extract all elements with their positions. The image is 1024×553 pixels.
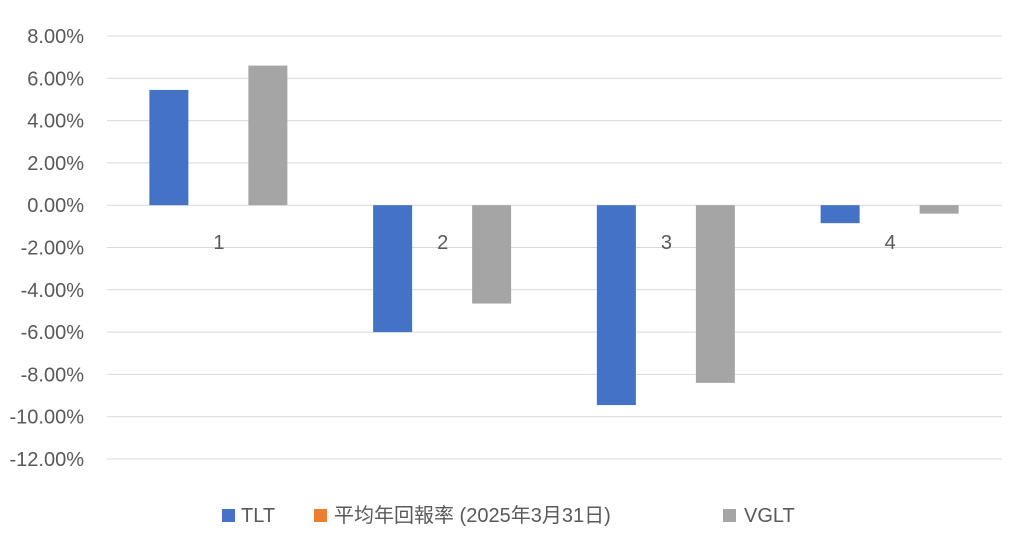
bar[interactable] (472, 205, 512, 304)
category-labels: 1 2 3 4 (213, 232, 895, 254)
bar[interactable] (695, 205, 735, 383)
y-axis-tick-labels: 8.00% 6.00% 4.00% 2.00% 0.00% -2.00% -4.00% -6.… (10, 26, 85, 471)
legend-swatch (314, 509, 327, 522)
y-tick-label: 2.00% (27, 153, 84, 175)
category-label: 4 (885, 232, 896, 254)
legend-label: 平均年回報率 (2025年3月31日) (334, 504, 611, 527)
y-tick-label: -4.00% (21, 280, 85, 302)
bar[interactable] (596, 205, 636, 406)
y-tick-label: -12.00% (10, 449, 85, 471)
legend[interactable]: TLT 平均年回報率 (2025年3月31日) VGLT (222, 504, 795, 527)
category-label: 2 (437, 232, 448, 254)
category-label: 1 (213, 232, 224, 254)
y-tick-label: -8.00% (21, 364, 85, 386)
legend-label: TLT (241, 505, 275, 527)
y-tick-label: -2.00% (21, 238, 85, 260)
bar[interactable] (820, 205, 860, 224)
legend-swatch (723, 509, 736, 522)
gridlines (107, 35, 1002, 460)
y-tick-label: 8.00% (27, 26, 84, 48)
legend-label: VGLT (744, 505, 795, 527)
y-tick-label: -6.00% (21, 322, 85, 344)
y-tick-label: 6.00% (27, 68, 84, 90)
y-tick-label: -10.00% (10, 407, 85, 429)
bar[interactable] (149, 89, 189, 206)
category-label: 3 (661, 232, 672, 254)
bar[interactable] (919, 205, 959, 214)
bar[interactable] (373, 205, 413, 333)
y-tick-label: 4.00% (27, 111, 84, 133)
legend-swatch (222, 509, 235, 522)
y-tick-label: 0.00% (27, 195, 84, 217)
bars (149, 65, 959, 406)
bar[interactable] (248, 65, 288, 206)
